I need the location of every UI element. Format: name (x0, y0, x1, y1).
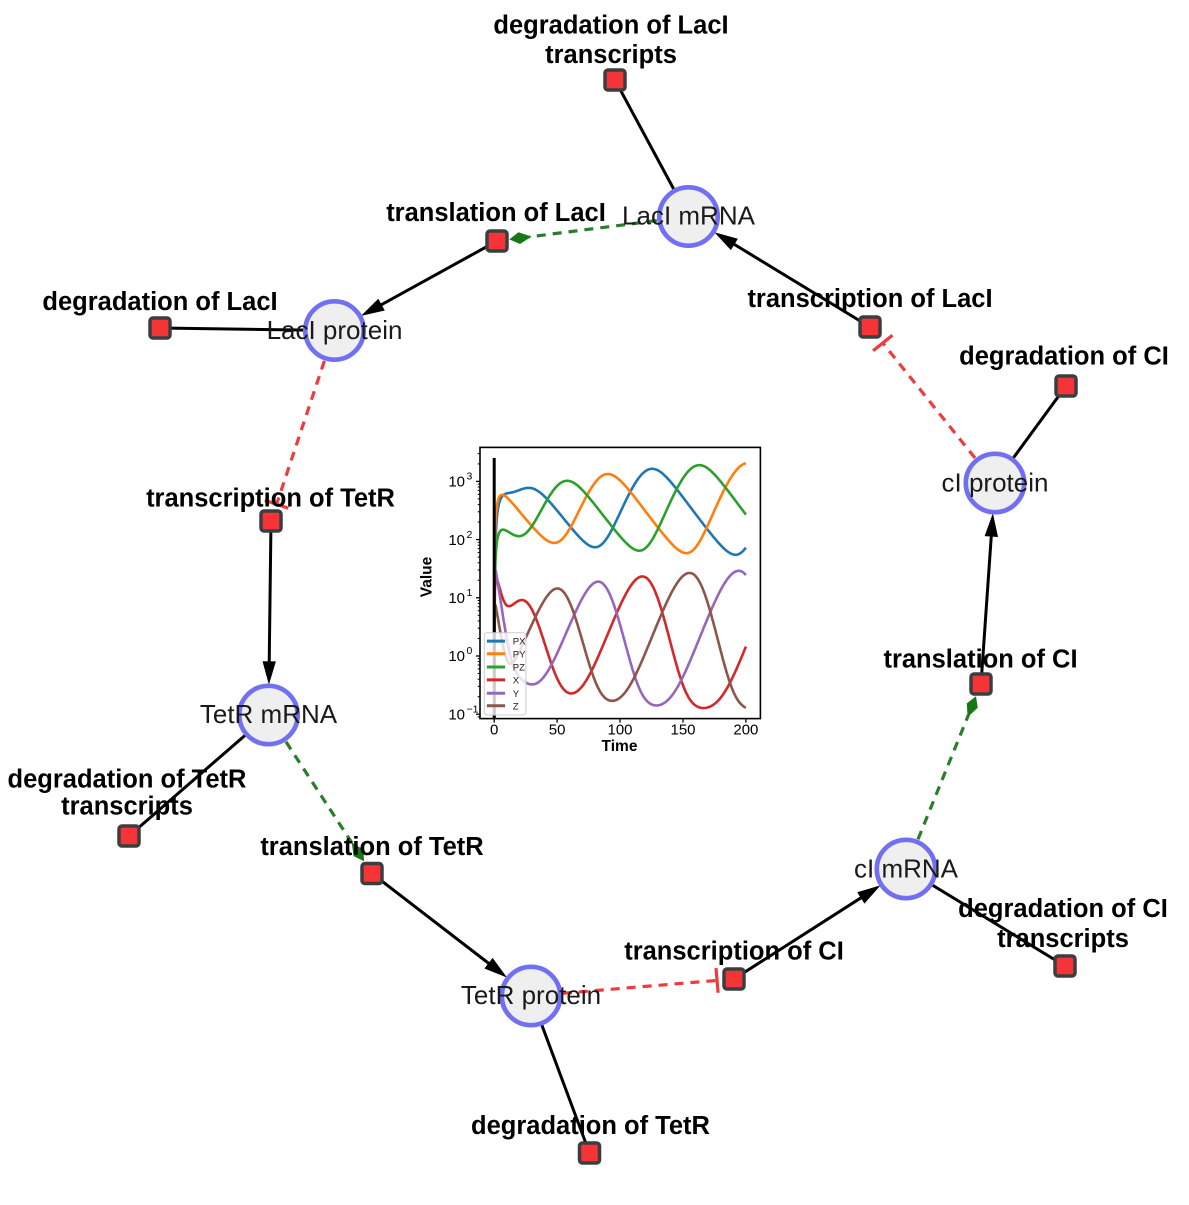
svg-text:transcription of CI: transcription of CI (624, 937, 844, 965)
svg-text:cI mRNA: cI mRNA (854, 854, 959, 884)
svg-text:10: 10 (448, 648, 465, 665)
svg-text:2: 2 (467, 529, 473, 541)
svg-text:10: 10 (448, 590, 465, 607)
svg-text:0: 0 (467, 645, 473, 657)
svg-text:transcripts: transcripts (61, 793, 193, 821)
svg-text:degradation of CI: degradation of CI (959, 343, 1169, 371)
svg-text:−1: −1 (467, 703, 479, 715)
svg-text:PY: PY (513, 649, 526, 660)
svg-text:degradation of LacI: degradation of LacI (493, 12, 728, 40)
svg-text:200: 200 (733, 722, 758, 739)
svg-text:Value: Value (419, 556, 436, 597)
svg-text:degradation of CI: degradation of CI (958, 895, 1168, 923)
svg-text:LacI mRNA: LacI mRNA (622, 201, 756, 231)
svg-text:degradation of LacI: degradation of LacI (42, 288, 277, 316)
svg-text:degradation of TetR: degradation of TetR (471, 1112, 710, 1140)
svg-text:X: X (513, 676, 520, 687)
svg-text:translation of TetR: translation of TetR (260, 833, 483, 861)
svg-text:transcription of TetR: transcription of TetR (146, 485, 395, 513)
svg-text:Y: Y (513, 689, 520, 700)
svg-text:100: 100 (607, 722, 632, 739)
svg-text:LacI protein: LacI protein (267, 315, 403, 345)
svg-text:1: 1 (467, 587, 473, 599)
svg-text:Time: Time (602, 738, 638, 755)
svg-text:150: 150 (670, 722, 695, 739)
svg-text:10: 10 (448, 706, 465, 723)
svg-text:10: 10 (448, 532, 465, 549)
svg-text:10: 10 (448, 474, 465, 491)
svg-text:PZ: PZ (513, 663, 525, 674)
svg-text:translation of CI: translation of CI (883, 646, 1077, 674)
svg-text:0: 0 (490, 722, 498, 739)
svg-text:cI protein: cI protein (942, 468, 1049, 498)
svg-text:transcription of LacI: transcription of LacI (747, 285, 992, 313)
svg-text:transcripts: transcripts (997, 925, 1129, 953)
svg-text:degradation of TetR: degradation of TetR (8, 766, 247, 794)
svg-text:TetR protein: TetR protein (461, 980, 601, 1010)
svg-text:50: 50 (549, 722, 566, 739)
svg-text:Z: Z (513, 701, 519, 712)
svg-text:TetR mRNA: TetR mRNA (200, 699, 338, 729)
svg-text:transcripts: transcripts (545, 41, 677, 69)
svg-text:translation of LacI: translation of LacI (386, 199, 606, 227)
svg-text:3: 3 (467, 471, 473, 483)
svg-text:PX: PX (513, 637, 526, 648)
